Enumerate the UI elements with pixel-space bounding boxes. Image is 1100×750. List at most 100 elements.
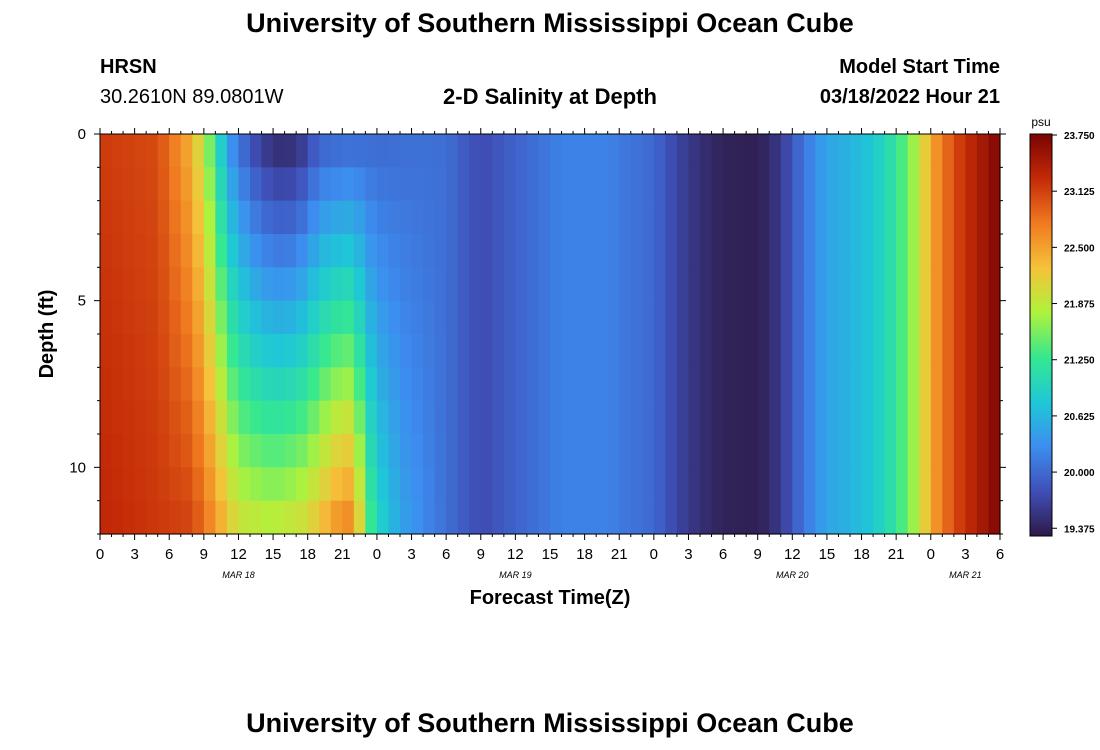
x-tick-label: 9 bbox=[477, 546, 485, 563]
heatmap-cell bbox=[896, 200, 909, 235]
heatmap-cell bbox=[376, 367, 390, 402]
heatmap-cell bbox=[261, 434, 274, 468]
heatmap-cell bbox=[261, 234, 274, 268]
footer-title: University of Southern Mississippi Ocean… bbox=[246, 708, 854, 738]
heatmap-cell bbox=[538, 400, 551, 435]
heatmap-cell bbox=[596, 400, 609, 435]
heatmap-cell bbox=[711, 200, 724, 235]
heatmap-cell bbox=[492, 267, 505, 302]
heatmap-cell bbox=[780, 434, 793, 468]
heatmap-cell bbox=[930, 400, 943, 435]
heatmap-cell bbox=[342, 434, 355, 468]
heatmap-cell bbox=[607, 467, 620, 502]
heatmap-cell bbox=[342, 134, 355, 168]
heatmap-cell bbox=[365, 300, 378, 335]
heatmap-cell bbox=[307, 367, 320, 402]
heatmap-cell bbox=[596, 167, 609, 202]
heatmap-cell bbox=[850, 134, 863, 168]
colorbar-tick-label: 20.000 bbox=[1064, 468, 1095, 479]
x-tick-label: 18 bbox=[853, 546, 870, 563]
heatmap-cell bbox=[653, 200, 666, 235]
heatmap-cell bbox=[319, 400, 332, 435]
heatmap-cell bbox=[550, 267, 563, 302]
heatmap-cell bbox=[526, 167, 540, 202]
heatmap-cell bbox=[411, 500, 424, 535]
heatmap-cell bbox=[596, 134, 609, 168]
heatmap-cell bbox=[203, 334, 216, 368]
heatmap-cell bbox=[976, 500, 990, 535]
y-axis-ticks: 0 5 10 bbox=[69, 126, 1006, 535]
heatmap-cell bbox=[676, 434, 690, 468]
heatmap-cell bbox=[238, 300, 251, 335]
heatmap-cell bbox=[423, 400, 436, 435]
heatmap-cell bbox=[261, 467, 274, 502]
heatmap-cell bbox=[226, 167, 240, 202]
heatmap-cell bbox=[607, 167, 620, 202]
heatmap-cell bbox=[134, 500, 147, 535]
heatmap-cell bbox=[815, 434, 828, 468]
heatmap-cell bbox=[250, 500, 263, 535]
colorbar-tick-label: 21.250 bbox=[1064, 356, 1095, 367]
heatmap-cell bbox=[619, 434, 632, 468]
heatmap-cell bbox=[284, 400, 297, 435]
heatmap-cell bbox=[688, 367, 701, 402]
heatmap-cell bbox=[838, 134, 851, 168]
heatmap-cell bbox=[746, 267, 759, 302]
heatmap-cell bbox=[826, 234, 840, 268]
heatmap-cell bbox=[757, 167, 770, 202]
heatmap-cell bbox=[134, 367, 147, 402]
heatmap-cell bbox=[838, 334, 851, 368]
heatmap-cell bbox=[896, 300, 909, 335]
heatmap-cell bbox=[146, 300, 159, 335]
heatmap-cell bbox=[850, 467, 863, 502]
heatmap-cell bbox=[780, 134, 793, 168]
heatmap-cell bbox=[342, 500, 355, 535]
heatmap-cell bbox=[226, 467, 240, 502]
heatmap-cell bbox=[492, 467, 505, 502]
heatmap-cell bbox=[238, 500, 251, 535]
x-tick-label: 15 bbox=[265, 546, 282, 563]
heatmap-cell bbox=[930, 267, 943, 302]
heatmap-cell bbox=[319, 234, 332, 268]
heatmap-cell bbox=[134, 200, 147, 235]
heatmap-cell bbox=[492, 200, 505, 235]
heatmap-cell bbox=[226, 234, 240, 268]
heatmap-cell bbox=[630, 467, 643, 502]
heatmap-cell bbox=[930, 334, 943, 368]
heatmap-cell bbox=[480, 500, 493, 535]
heatmap-cell bbox=[192, 267, 205, 302]
heatmap-cell bbox=[561, 300, 574, 335]
heatmap-cell bbox=[250, 300, 263, 335]
heatmap-cell bbox=[630, 134, 643, 168]
heatmap-cell bbox=[526, 434, 540, 468]
heatmap-cell bbox=[607, 500, 620, 535]
heatmap-cell bbox=[134, 467, 147, 502]
heatmap-cell bbox=[676, 234, 690, 268]
heatmap-cell bbox=[619, 400, 632, 435]
heatmap-cell bbox=[146, 167, 159, 202]
heatmap-cell bbox=[400, 267, 413, 302]
heatmap-cell bbox=[988, 500, 1001, 535]
heatmap-cell bbox=[296, 300, 309, 335]
heatmap-cell bbox=[503, 267, 516, 302]
heatmap-cell bbox=[838, 300, 851, 335]
heatmap-cell bbox=[826, 200, 840, 235]
heatmap-cell bbox=[965, 300, 978, 335]
heatmap-cell bbox=[123, 167, 136, 202]
heatmap-cell bbox=[919, 400, 932, 435]
heatmap-cell bbox=[169, 467, 182, 502]
heatmap-cell bbox=[469, 134, 482, 168]
heatmap-cell bbox=[307, 267, 320, 302]
heatmap-cell bbox=[953, 200, 966, 235]
heatmap-cell bbox=[411, 167, 424, 202]
heatmap-cell bbox=[123, 434, 136, 468]
heatmap-cell bbox=[734, 334, 747, 368]
heatmap-cell bbox=[919, 200, 932, 235]
colorbar-ticks: 23.750 23.125 22.500 21.875 21.250 20.625 20.0… bbox=[1052, 131, 1095, 535]
heatmap-cell bbox=[584, 167, 597, 202]
heatmap-cell bbox=[261, 134, 274, 168]
heatmap-cell bbox=[561, 334, 574, 368]
heatmap-cell bbox=[976, 200, 990, 235]
heatmap-cell bbox=[388, 300, 401, 335]
heatmap-cell bbox=[515, 467, 528, 502]
